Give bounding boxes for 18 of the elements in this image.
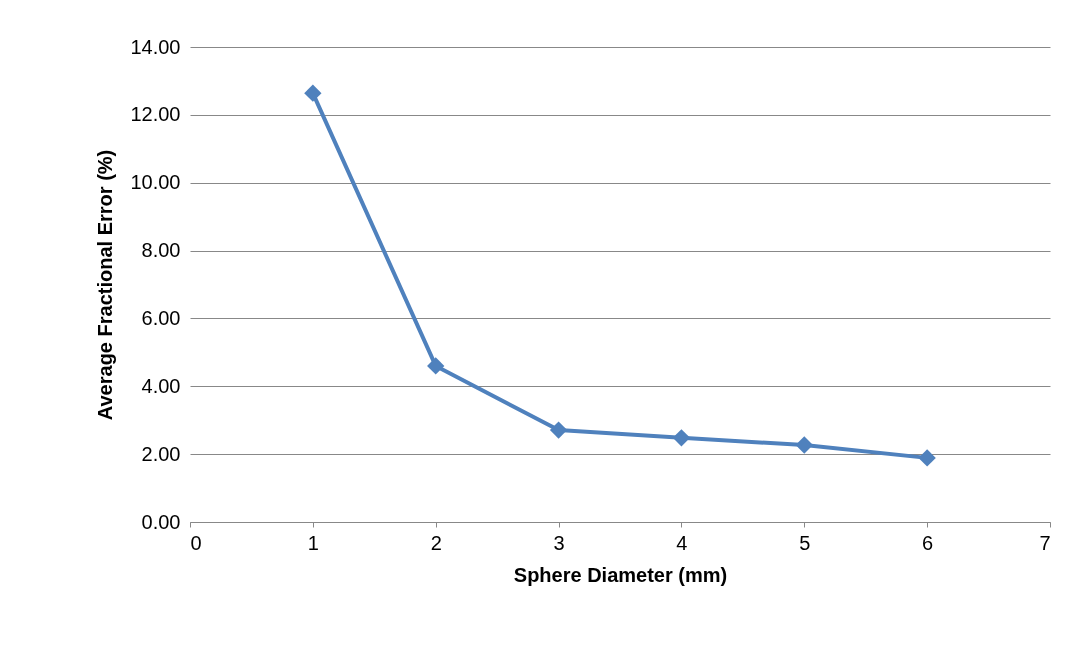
- y-axis-title: Average Fractional Error (%): [94, 149, 117, 421]
- y-tick-label: 2.00: [141, 442, 181, 465]
- y-tick-label: 0.00: [141, 510, 181, 533]
- y-tick-label: 12.00: [130, 103, 181, 126]
- x-tick-label: 2: [430, 531, 442, 554]
- x-tick-label: 0: [190, 531, 202, 554]
- x-tick-label: 1: [307, 531, 319, 554]
- x-axis-title: Sphere Diameter (mm): [513, 563, 728, 586]
- x-tick-label: 7: [1039, 531, 1051, 554]
- y-tick-label: 8.00: [141, 239, 181, 262]
- y-tick-label: 4.00: [141, 374, 181, 397]
- x-tick-label: 5: [799, 531, 811, 554]
- x-tick-label: 6: [922, 531, 934, 554]
- x-tick-label: 4: [676, 531, 688, 554]
- y-tick-label: 6.00: [141, 306, 181, 329]
- y-tick-label: 10.00: [130, 171, 181, 194]
- x-tick-label: 3: [553, 531, 565, 554]
- y-tick-label: 14.00: [130, 35, 181, 58]
